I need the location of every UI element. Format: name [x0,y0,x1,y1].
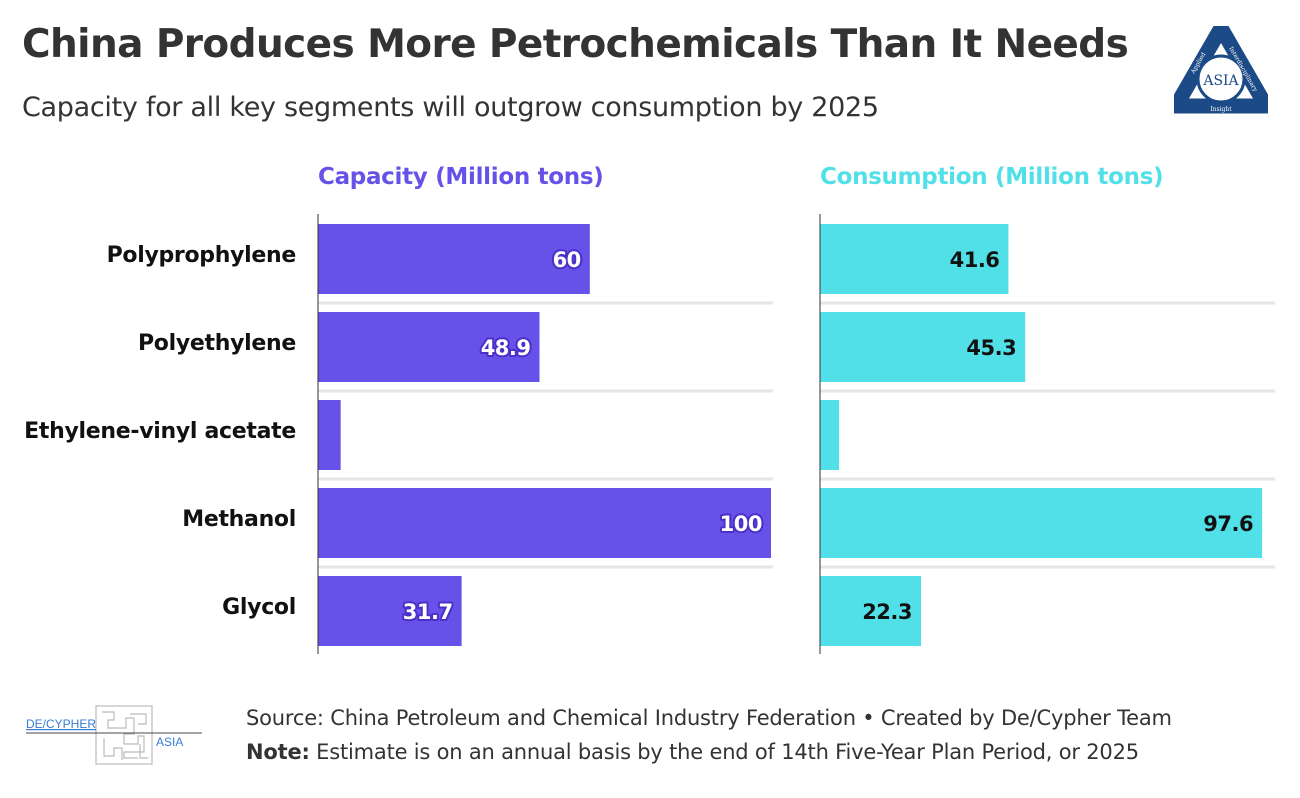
bar-value-label: 22.3 [862,600,912,624]
bar [318,224,590,294]
note-text: Estimate is on an annual basis by the en… [309,740,1139,764]
bar-value-label: 48.9 [481,336,531,360]
logo-ring-text-bottom: Insight [1210,106,1232,113]
bar [318,576,462,646]
bar [318,488,771,558]
bar [318,312,540,382]
estimate-note: Note: Estimate is on an annual basis by … [246,740,1139,764]
bar [820,312,1026,382]
bar [318,400,341,470]
logo-center-text: ASIA [1202,73,1239,89]
consumption-panel-title: Consumption (Million tons) [820,164,1164,190]
footer-logo-right-text: ASIA [156,735,183,749]
category-label: Glycol [222,595,296,620]
bar-value-label: 60 [553,248,581,272]
category-label: Methanol [182,507,296,532]
bar-value-label: 100 [720,512,762,536]
category-label: Polyprophylene [106,243,297,268]
bar [820,488,1263,558]
bar-value-label: 45.3 [966,336,1016,360]
footer-logo-left-text: DE/CYPHER [26,717,96,731]
category-label: Polyethylene [137,331,296,356]
bar [820,400,840,470]
chart-subtitle: Capacity for all key segments will outgr… [22,92,879,123]
bar-value-label: 41.6 [950,248,1000,272]
bar [820,224,1009,294]
asia-logo-badge: ASIA Applied Interdisciplinary Insight [1174,26,1268,114]
bar-value-label: 31.7 [403,600,453,624]
note-label: Note: [246,740,310,764]
source-note: Source: China Petroleum and Chemical Ind… [246,706,1172,730]
category-label: Ethylene-vinyl acetate [24,419,296,444]
bar-value-label: 97.6 [1203,512,1253,536]
capacity-panel-title: Capacity (Million tons) [318,164,604,190]
decypher-asia-footer-logo: DE/CYPHER ASIA [26,705,202,765]
bar [820,576,922,646]
chart-title: China Produces More Petrochemicals Than … [22,22,1129,67]
